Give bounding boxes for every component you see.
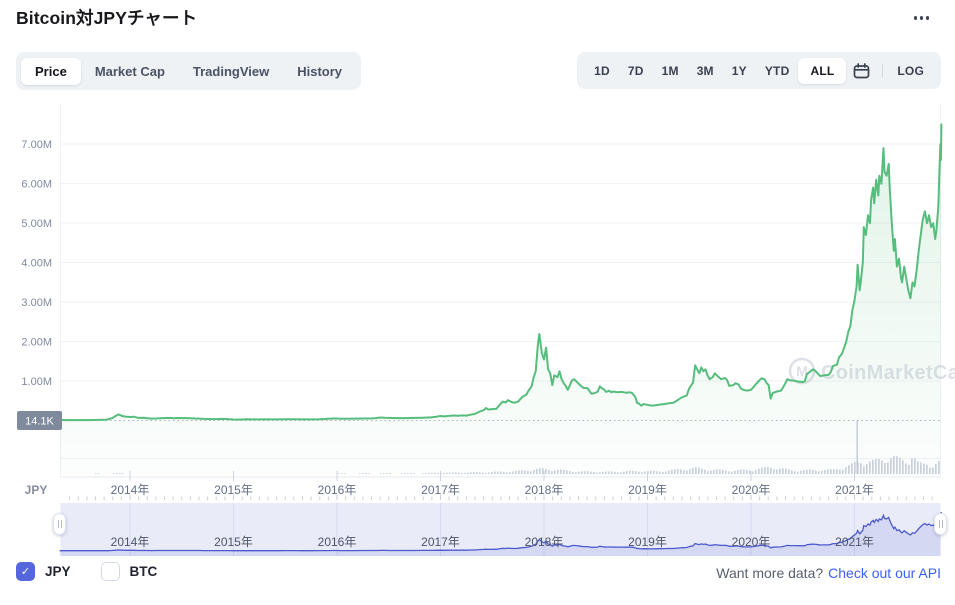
volume-bars — [95, 420, 940, 474]
y-axis-label: 1.00M — [21, 376, 52, 388]
navigator-left-handle[interactable] — [53, 513, 66, 535]
navigator-right-handle[interactable] — [934, 513, 947, 535]
legend-label: BTC — [129, 564, 158, 579]
x-axis-label: 2016年 — [318, 483, 357, 497]
navigator-year-label: 2015年 — [214, 535, 253, 549]
calendar-icon[interactable] — [846, 59, 877, 83]
x-axis-label: 2015年 — [214, 483, 253, 497]
range-button-1m[interactable]: 1M — [661, 63, 679, 78]
navigator[interactable] — [59, 494, 943, 557]
navigator-labels: 2014年 2015年 2016年 2017年 2018年 2019年 2020年 2021年 — [111, 535, 874, 549]
dot-icon — [919, 16, 923, 20]
log-scale-button[interactable]: LOG — [897, 63, 924, 78]
tab-price[interactable]: Price — [21, 57, 81, 85]
y-axis-label: 6.00M — [21, 179, 52, 191]
range-button-1y[interactable]: 1Y — [731, 63, 747, 78]
range-button-all[interactable]: ALL — [798, 57, 847, 84]
range-button-3m[interactable]: 3M — [696, 63, 714, 78]
last-price-badge: 14.1K — [17, 411, 62, 430]
unchecked-checkbox-icon[interactable] — [100, 562, 120, 581]
navigator-year-label: 2020年 — [732, 535, 771, 549]
x-axis-label: 2020年 — [732, 483, 771, 497]
x-axis-label: 2014年 — [111, 483, 150, 497]
range-button-ytd[interactable]: YTD — [764, 63, 790, 78]
separator — [882, 63, 884, 78]
more-menu-button[interactable] — [910, 12, 934, 24]
series-legend: ✓ JPY BTC — [16, 562, 157, 581]
svg-text:14.1K: 14.1K — [25, 416, 54, 428]
navigator-year-label: 2018年 — [525, 535, 564, 549]
svg-text:M: M — [796, 363, 808, 379]
x-axis-label: 2021年 — [835, 483, 874, 497]
date-range-buttons: 1D 7D 1M 3M 1Y YTD ALL LOG — [577, 52, 941, 89]
y-axis-label: 2.00M — [21, 337, 52, 349]
dot-icon — [925, 16, 929, 20]
api-promo: Want more data? Check out our API — [716, 562, 941, 584]
x-axis-label: 2018年 — [525, 483, 564, 497]
x-axis-labels: 2014年 2015年 2016年 2017年 2018年 2019年 2020年 2021年… — [25, 483, 874, 497]
x-axis-label: 2019年 — [628, 483, 667, 497]
y-axis-label: 5.00M — [21, 218, 52, 230]
y-axis-label: 3.00M — [21, 297, 52, 309]
tab-tradingview[interactable]: TradingView — [192, 63, 270, 79]
legend-checkbox-jpy[interactable]: ✓ JPY — [16, 562, 71, 581]
api-prompt-text: Want more data? — [716, 565, 824, 581]
x-axis-label: 2017年 — [421, 483, 460, 497]
tab-history[interactable]: History — [297, 63, 343, 79]
range-button-1d[interactable]: 1D — [594, 63, 610, 78]
legend-checkbox-btc[interactable]: BTC — [100, 562, 158, 581]
legend-label: JPY — [45, 564, 71, 579]
navigator-year-label: 2017年 — [421, 535, 460, 549]
navigator-year-label: 2021年 — [835, 535, 874, 549]
api-link[interactable]: Check out our API — [828, 565, 941, 581]
navigator-year-label: 2014年 — [111, 535, 150, 549]
chart-view-tabs: Price Market Cap TradingView History — [16, 52, 362, 90]
tab-market-cap[interactable]: Market Cap — [94, 63, 165, 79]
navigator-year-label: 2019年 — [628, 535, 667, 549]
dot-icon — [913, 16, 917, 20]
y-axis-labels: 7.00M 6.00M 5.00M 4.00M 3.00M 2.00M 1.00M — [21, 139, 52, 388]
y-axis-label: 4.00M — [21, 258, 52, 270]
range-button-7d[interactable]: 7D — [627, 63, 644, 78]
navigator-year-label: 2016年 — [318, 535, 357, 549]
y-axis-label: 7.00M — [21, 139, 52, 151]
y-axis-title: JPY — [25, 483, 48, 497]
checked-checkbox-icon[interactable]: ✓ — [16, 562, 35, 581]
page-title: Bitcoin対JPYチャート — [16, 8, 198, 28]
